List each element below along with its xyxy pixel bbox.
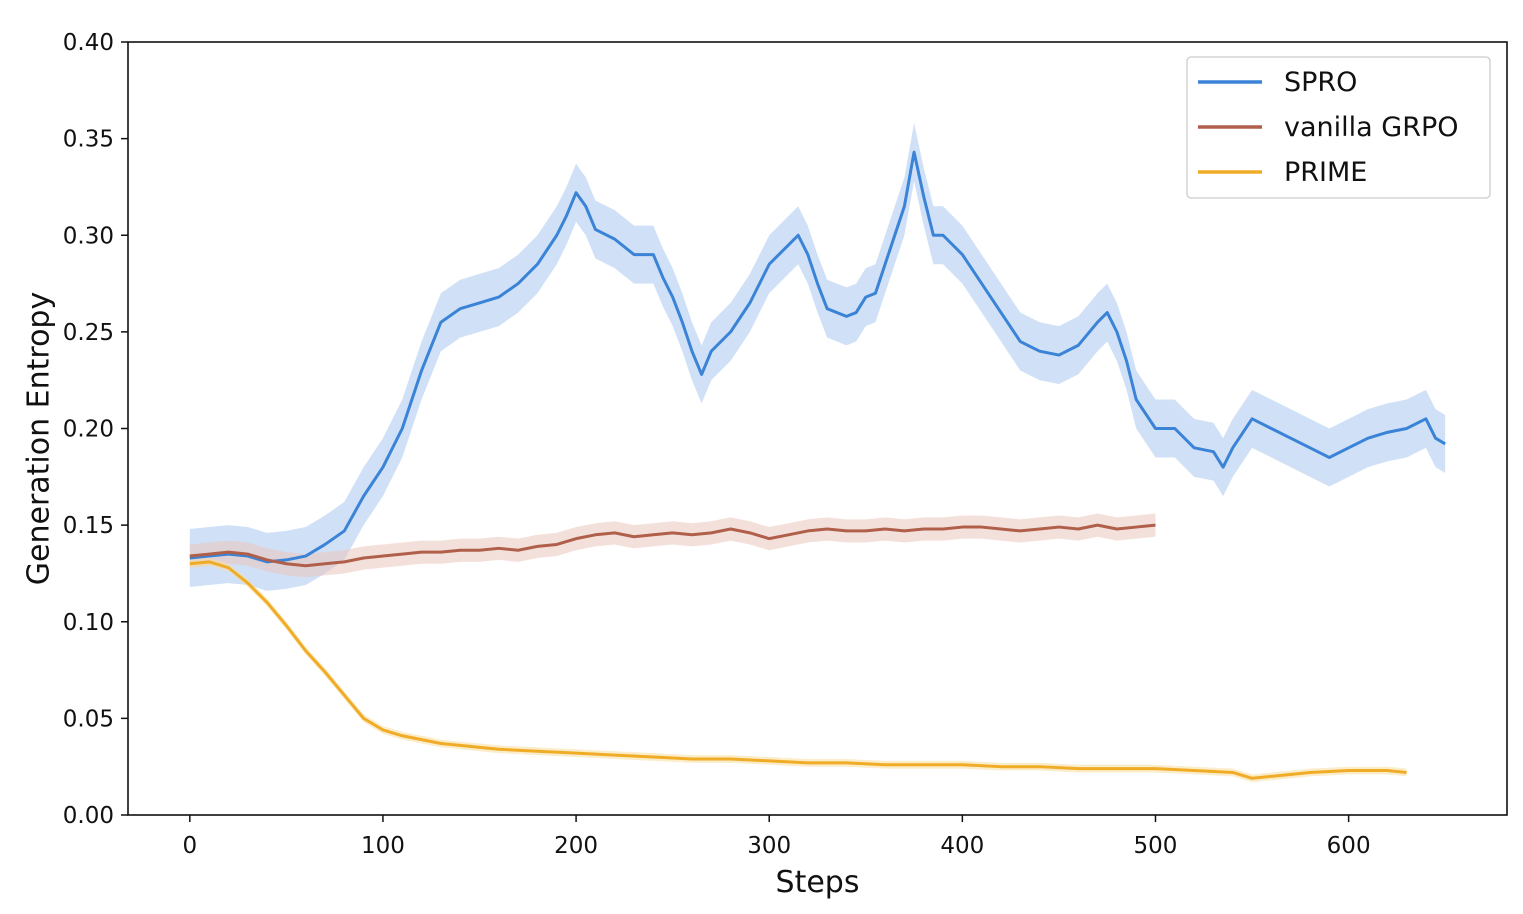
x-tick-label: 300 bbox=[747, 833, 791, 859]
y-tick-label: 0.25 bbox=[63, 320, 114, 346]
y-tick-label: 0.00 bbox=[63, 803, 114, 829]
x-axis-ticks: 0 100 200 300 400 500 600 bbox=[182, 815, 1371, 859]
x-tick-label: 100 bbox=[361, 833, 405, 859]
legend-label-spro: SPRO bbox=[1284, 67, 1357, 98]
y-axis-ticks: 0.00 0.05 0.10 0.15 0.20 0.25 0.30 0.35 0.40 bbox=[63, 30, 128, 829]
legend: SPRO vanilla GRPO PRIME bbox=[1186, 56, 1491, 199]
y-axis-title: Generation Entropy bbox=[22, 292, 57, 585]
y-tick-label: 0.20 bbox=[63, 417, 114, 443]
x-tick-label: 200 bbox=[554, 833, 598, 859]
y-tick-label: 0.30 bbox=[63, 223, 114, 249]
legend-label-vanilla-grpo: vanilla GRPO bbox=[1284, 112, 1459, 143]
spro-band bbox=[189, 123, 1446, 591]
prime-band bbox=[189, 557, 1407, 783]
y-tick-label: 0.15 bbox=[63, 513, 114, 539]
x-tick-label: 0 bbox=[182, 833, 197, 859]
x-tick-label: 400 bbox=[940, 833, 984, 859]
series-lines bbox=[189, 150, 1446, 780]
prime-line bbox=[189, 560, 1407, 780]
confidence-bands bbox=[189, 123, 1446, 783]
legend-label-prime: PRIME bbox=[1284, 157, 1367, 188]
y-tick-label: 0.35 bbox=[63, 127, 114, 153]
x-tick-label: 500 bbox=[1134, 833, 1178, 859]
legend-box bbox=[1186, 56, 1491, 199]
vanilla-grpo-line bbox=[189, 523, 1156, 568]
x-axis-title: Steps bbox=[776, 865, 860, 900]
y-tick-label: 0.40 bbox=[63, 30, 114, 56]
x-tick-label: 600 bbox=[1327, 833, 1371, 859]
spro-line bbox=[189, 150, 1446, 564]
y-tick-label: 0.10 bbox=[63, 610, 114, 636]
y-tick-label: 0.05 bbox=[63, 706, 114, 732]
